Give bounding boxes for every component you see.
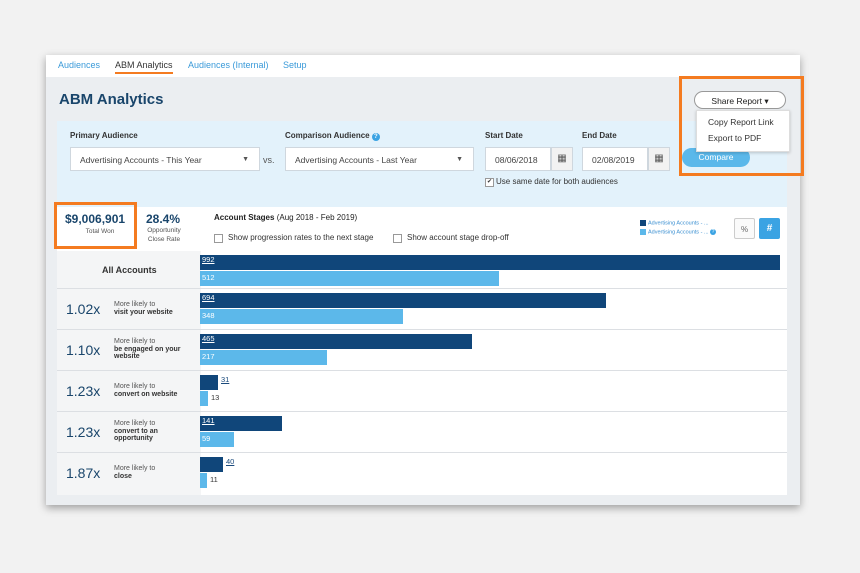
tab-setup[interactable]: Setup: [283, 60, 307, 70]
end-date-input[interactable]: 02/08/2019: [582, 147, 648, 171]
stage-row: 1.23x More likely to convert on website 31 1…: [57, 370, 787, 412]
page-title: ABM Analytics: [59, 91, 164, 108]
same-date-checkbox[interactable]: ✔: [485, 178, 494, 187]
comparison-audience-select[interactable]: Advertising Accounts - Last Year ▼: [285, 147, 474, 171]
comparison-bar[interactable]: [200, 473, 207, 488]
row-multiplier: 1.02x: [66, 301, 101, 317]
row-multiplier: 1.23x: [66, 424, 101, 440]
end-date-label: End Date: [582, 131, 617, 140]
primary-value[interactable]: 694: [202, 293, 215, 302]
comparison-bar[interactable]: [200, 350, 327, 365]
tab-abm-analytics[interactable]: ABM Analytics: [115, 60, 173, 74]
share-report-button[interactable]: Share Report ▾: [694, 91, 786, 109]
progression-checkbox[interactable]: [214, 234, 223, 243]
row-description: More likely to be engaged on your website: [114, 338, 181, 360]
export-pdf-item[interactable]: Export to PDF: [708, 133, 762, 143]
primary-bar[interactable]: [200, 334, 472, 349]
primary-bar[interactable]: [200, 457, 223, 472]
comparison-audience-label: Comparison Audience ?: [285, 131, 380, 141]
comparison-value: 13: [211, 393, 220, 402]
comparison-bar[interactable]: [200, 432, 234, 447]
row-label: All Accounts: [102, 265, 157, 275]
comparison-bar[interactable]: [200, 391, 208, 406]
comparison-audience-value: Advertising Accounts - Last Year: [295, 155, 417, 165]
percent-toggle[interactable]: %: [734, 218, 755, 239]
total-won-value: $9,006,901: [65, 212, 126, 226]
comparison-value: 348: [202, 311, 215, 320]
dropoff-checkbox[interactable]: [393, 234, 402, 243]
legend-swatch: [640, 220, 646, 226]
chevron-down-icon: ▼: [456, 156, 463, 163]
compare-button[interactable]: Compare: [682, 148, 750, 167]
close-rate-value: 28.4%: [146, 212, 181, 226]
row-multiplier: 1.10x: [66, 342, 101, 358]
tab-audiences-internal[interactable]: Audiences (Internal): [188, 60, 269, 70]
progression-label: Show progression rates to the next stage: [228, 233, 374, 242]
primary-value[interactable]: 465: [202, 334, 215, 343]
comparison-value: 59: [202, 434, 211, 443]
primary-value[interactable]: 40: [226, 457, 235, 466]
total-won-highlight-box: [54, 202, 137, 249]
row-multiplier: 1.87x: [66, 465, 101, 481]
comparison-value: 512: [202, 273, 215, 282]
stage-row: 1.02x More likely to visit your website 694…: [57, 288, 787, 330]
dropoff-label: Show account stage drop-off: [407, 233, 509, 242]
calendar-icon[interactable]: ▦: [648, 147, 670, 171]
left-column: [57, 207, 201, 495]
app-window: Audiences ABM Analytics Audiences (Inter…: [46, 55, 804, 505]
count-toggle[interactable]: #: [759, 218, 780, 239]
legend-comparison: Advertising Accounts - ... ?: [640, 229, 717, 236]
filter-panel: Primary Audience Advertising Accounts - …: [57, 121, 787, 207]
start-date-input[interactable]: 08/06/2018: [485, 147, 551, 171]
close-rate-label-2: Close Rate: [147, 236, 181, 243]
primary-audience-label: Primary Audience: [70, 131, 138, 140]
kpi-area: [57, 207, 201, 251]
copy-report-link-item[interactable]: Copy Report Link: [708, 117, 774, 127]
primary-audience-select[interactable]: Advertising Accounts - This Year ▼: [70, 147, 260, 171]
primary-bar[interactable]: [200, 416, 282, 431]
same-date-label: Use same date for both audiences: [496, 177, 618, 186]
share-menu: Copy Report Link Export to PDF: [696, 110, 790, 152]
row-description: More likely to close: [114, 465, 156, 480]
legend-primary: Advertising Accounts - ...: [640, 220, 709, 226]
tab-bar: Audiences ABM Analytics Audiences (Inter…: [46, 55, 800, 78]
start-date-label: Start Date: [485, 131, 523, 140]
calendar-icon[interactable]: ▦: [551, 147, 573, 171]
row-description: More likely to convert to an opportunity: [114, 420, 158, 442]
stages-title: Account Stages (Aug 2018 - Feb 2019): [214, 213, 358, 222]
stage-row: 1.87x More likely to close 40 11: [57, 452, 787, 494]
chevron-down-icon: ▼: [242, 156, 249, 163]
stage-row: 1.10x More likely to be engaged on your web…: [57, 329, 787, 371]
vs-label: vs.: [263, 155, 275, 165]
stage-row: All Accounts 992 512: [57, 251, 787, 292]
help-icon[interactable]: ?: [371, 133, 380, 141]
tab-audiences[interactable]: Audiences: [58, 60, 101, 70]
comparison-bar[interactable]: [200, 309, 403, 324]
primary-audience-value: Advertising Accounts - This Year: [80, 155, 202, 165]
primary-bar[interactable]: [200, 293, 606, 308]
comparison-value: 11: [210, 475, 218, 484]
primary-value[interactable]: 141: [202, 416, 215, 425]
primary-value[interactable]: 992: [202, 255, 215, 264]
primary-value[interactable]: 31: [221, 375, 230, 384]
primary-bar[interactable]: [200, 255, 780, 270]
row-description: More likely to visit your website: [114, 301, 173, 316]
primary-bar[interactable]: [200, 375, 218, 390]
row-description: More likely to convert on website: [114, 383, 178, 398]
stage-row: 1.23x More likely to convert to an opportun…: [57, 411, 787, 453]
close-rate-label-1: Opportunity: [147, 227, 181, 234]
legend-swatch: [640, 229, 646, 235]
share-highlight-box: [679, 76, 804, 176]
help-icon[interactable]: ?: [710, 229, 717, 236]
stages-panel: $9,006,901 Total Won 28.4% Opportunity C…: [57, 207, 787, 495]
comparison-value: 217: [202, 352, 215, 361]
comparison-bar[interactable]: [200, 271, 499, 286]
row-multiplier: 1.23x: [66, 383, 101, 399]
total-won-label: Total Won: [85, 228, 115, 235]
